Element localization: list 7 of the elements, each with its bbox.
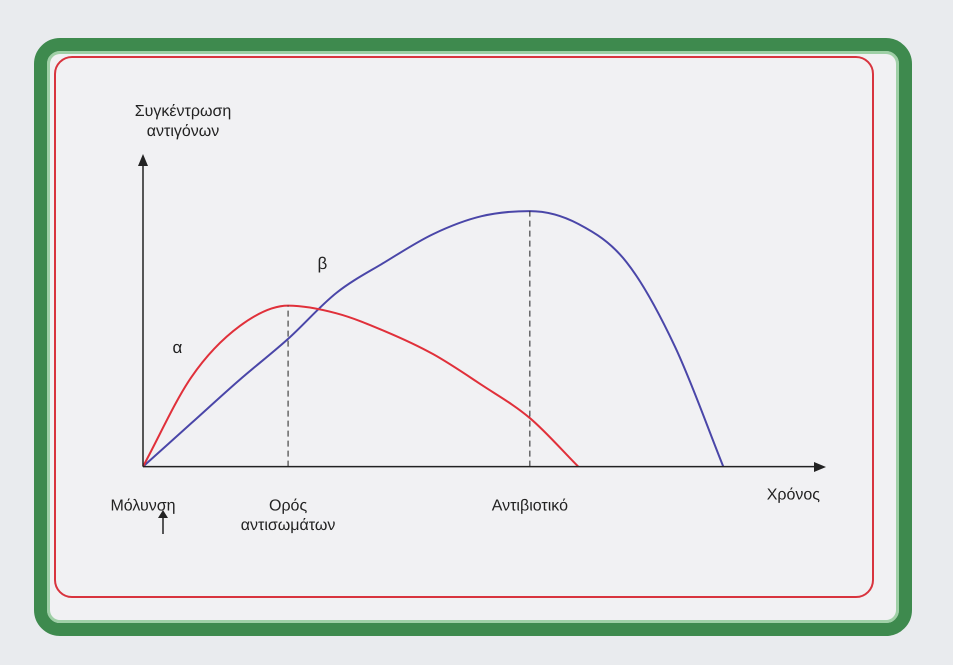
y-axis-title: Συγκέντρωση αντιγόνων	[134, 103, 232, 140]
x-tick-label: Μόλυνση	[110, 498, 176, 515]
x-tick-label: Ορός αντισωμάτων	[240, 498, 336, 534]
series-label: β	[318, 254, 328, 273]
x-tick-label: Αντιβιοτικό	[492, 498, 568, 515]
series-label: α	[172, 338, 182, 358]
x-axis-title: Χρόνος	[766, 486, 820, 504]
